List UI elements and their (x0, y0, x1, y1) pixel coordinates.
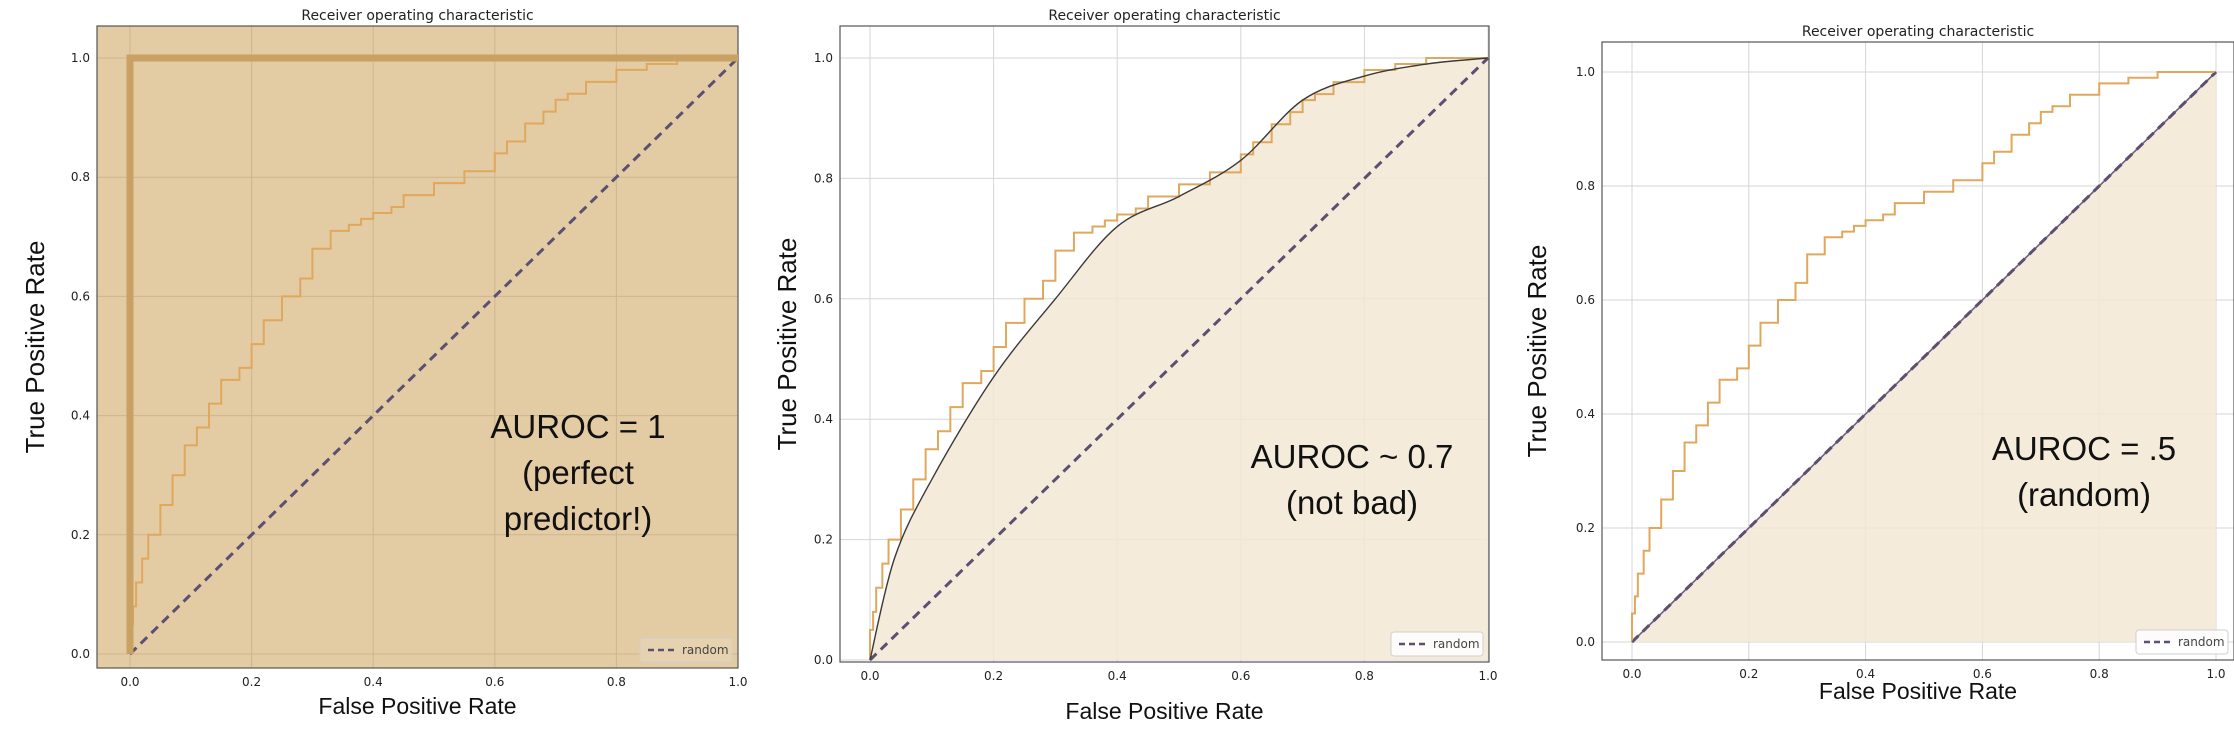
random-baseline-line (868, 56, 1490, 662)
x-tick-label: 0.6 (1973, 667, 1992, 681)
roc-curve-line (1631, 71, 2216, 642)
roc-chart-random: 0.0 0.2 0.4 0.6 0.8 1.0 0.0 0.2 0.4 0.6 0.8 1.0 Rece… (1500, 0, 2234, 730)
plot-frame (1601, 41, 2234, 661)
plot-frame (96, 25, 739, 669)
roc-curve-line (129, 57, 738, 654)
y-axis-label: True Positive Rate (1522, 245, 1552, 458)
auroc-annotation: AUROC = 1 (490, 408, 665, 445)
random-baseline-line (128, 56, 740, 656)
x-axis-label: False Positive Rate (318, 693, 516, 719)
x-tick-label: 0.8 (2090, 667, 2109, 681)
roc-curve-line (869, 57, 1488, 660)
legend-entry: random (1433, 637, 1480, 651)
x-tick-label: 1.0 (2206, 667, 2225, 681)
roc-chart-perfect: 0.0 0.2 0.4 0.6 0.8 1.0 0.0 0.2 0.4 0.6 0.8 1.0 Rece… (0, 0, 750, 730)
legend: random (2135, 629, 2229, 655)
auroc-annotation: predictor!) (504, 500, 653, 537)
chart-svg: 0.0 0.2 0.4 0.6 0.8 1.0 0.0 0.2 0.4 0.6 0.8 1.0 Rece… (1522, 24, 2234, 704)
x-tick-label: 0.6 (485, 675, 504, 689)
y-tick-label: 0.0 (71, 647, 90, 661)
perfect-roc-line (126, 54, 738, 654)
x-tick-label: 0.8 (607, 675, 626, 689)
legend: random (1390, 631, 1484, 657)
y-tick-label: 1.0 (814, 51, 833, 65)
auroc-annotation: AUROC ~ 0.7 (1251, 438, 1454, 475)
auc-fill (97, 26, 738, 668)
y-tick-label: 0.6 (814, 292, 833, 306)
y-tick-label: 0.6 (71, 289, 90, 303)
x-axis-label: False Positive Rate (1819, 678, 2017, 704)
x-tick-label: 0.6 (1231, 669, 1250, 683)
auroc-annotation: (perfect (522, 454, 634, 491)
y-tick-label: 0.8 (71, 170, 90, 184)
plot-frame (839, 25, 1490, 663)
y-axis-label: True Positive Rate (772, 238, 802, 451)
y-tick-label: 0.8 (1576, 179, 1595, 193)
y-tick-label: 0.8 (814, 171, 833, 185)
y-tick-label: 0.2 (71, 528, 90, 542)
x-tick-label: 0.2 (984, 669, 1003, 683)
x-tick-label: 1.0 (728, 675, 747, 689)
roc-chart-not-bad: 0.0 0.2 0.4 0.6 0.8 1.0 0.0 0.2 0.4 0.6 0.8 1.0 Rece… (750, 0, 1500, 730)
y-tick-label: 0.4 (814, 412, 833, 426)
y-tick-label: 0.4 (71, 409, 90, 423)
x-tick-label: 0.4 (364, 675, 383, 689)
y-tick-label: 1.0 (1576, 65, 1595, 79)
chart-title: Receiver operating characteristic (301, 8, 533, 24)
legend-box (2135, 629, 2229, 655)
auroc-annotation: (random) (2017, 476, 2151, 513)
chart-title: Receiver operating characteristic (1802, 24, 2034, 40)
legend-entry: random (682, 643, 729, 657)
x-tick-label: 0.0 (1622, 667, 1641, 681)
y-tick-label: 0.0 (814, 653, 833, 667)
chart-svg: 0.0 0.2 0.4 0.6 0.8 1.0 0.0 0.2 0.4 0.6 0.8 1.0 Rece… (772, 8, 1498, 724)
x-tick-label: 1.0 (1478, 669, 1497, 683)
y-tick-label: 1.0 (71, 51, 90, 65)
x-tick-label: 0.2 (242, 675, 261, 689)
y-tick-label: 0.6 (1576, 293, 1595, 307)
y-tick-label: 0.2 (814, 533, 833, 547)
chart-svg: 0.0 0.2 0.4 0.6 0.8 1.0 0.0 0.2 0.4 0.6 0.8 1.0 Rece… (20, 8, 748, 719)
x-tick-label: 0.8 (1355, 669, 1374, 683)
x-axis-label: False Positive Rate (1065, 698, 1263, 724)
legend-entry: random (2178, 635, 2225, 649)
smoothed-roc-line (869, 57, 1489, 661)
x-tick-label: 0.0 (120, 675, 139, 689)
y-tick-label: 0.0 (1576, 635, 1595, 649)
legend-box (639, 637, 733, 663)
legend-box (1390, 631, 1484, 657)
auc-fill (870, 58, 1488, 660)
x-tick-label: 0.4 (1856, 667, 1875, 681)
chart-title: Receiver operating characteristic (1048, 8, 1280, 24)
legend: random (639, 637, 733, 663)
x-tick-label: 0.4 (1108, 669, 1127, 683)
y-axis-label: True Positive Rate (20, 241, 50, 454)
y-tick-label: 0.4 (1576, 407, 1595, 421)
diagonal-roc-line (1631, 71, 2217, 643)
auroc-annotation: (not bad) (1286, 484, 1418, 521)
y-tick-label: 0.2 (1576, 521, 1595, 535)
x-tick-label: 0.0 (860, 669, 879, 683)
x-tick-label: 0.2 (1739, 667, 1758, 681)
auroc-annotation: AUROC = .5 (1992, 430, 2176, 467)
